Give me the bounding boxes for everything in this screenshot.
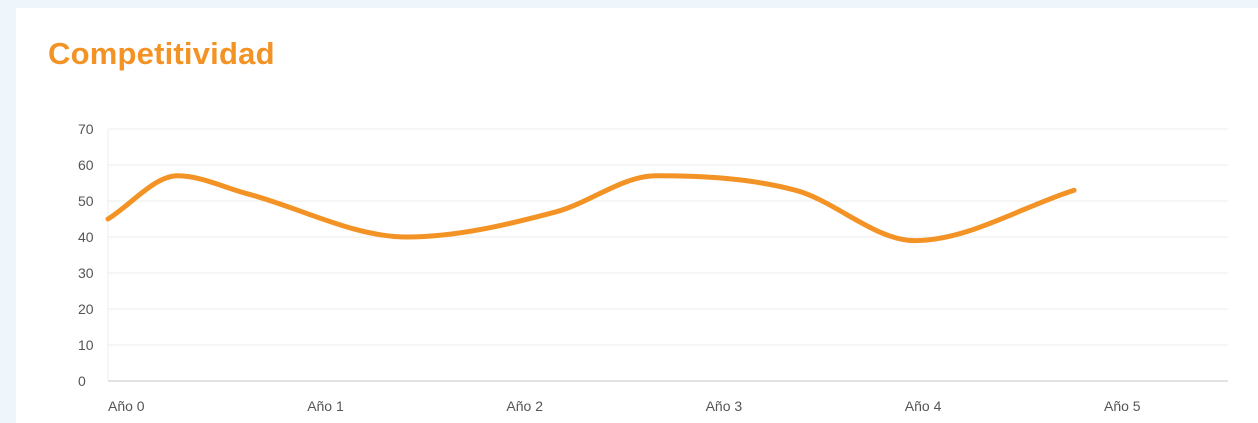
y-axis: 0 10 20 30 40 50 60 70: [78, 121, 94, 389]
y-tick-label: 50: [78, 193, 94, 209]
chart-card: [16, 8, 1258, 423]
chart-title: Competitividad: [48, 36, 275, 71]
x-tick-label: Año 4: [905, 398, 942, 414]
y-tick-label: 70: [78, 121, 94, 137]
series-layer: [105, 173, 1077, 244]
x-tick-label: Año 3: [706, 398, 743, 414]
gridlines: [107, 128, 1228, 382]
series-line: [105, 173, 1077, 244]
x-tick-label: Año 5: [1104, 398, 1141, 414]
y-tick-label: 20: [78, 301, 94, 317]
y-tick-label: 40: [78, 229, 94, 245]
x-tick-label: Año 1: [307, 398, 344, 414]
y-tick-label: 10: [78, 337, 94, 353]
x-axis: Año 0 Año 1 Año 2 Año 3 Año 4 Año 5: [108, 398, 1141, 414]
y-tick-label: 30: [78, 265, 94, 281]
y-tick-label: 0: [78, 373, 86, 389]
y-tick-label: 60: [78, 157, 94, 173]
x-tick-label: Año 0: [108, 398, 145, 414]
x-tick-label: Año 2: [506, 398, 543, 414]
